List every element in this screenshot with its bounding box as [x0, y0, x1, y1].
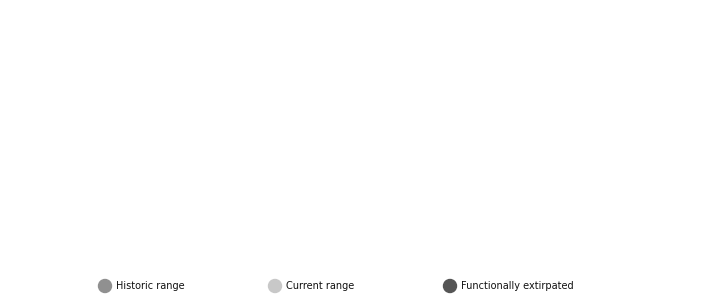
Text: Functionally extirpated: Functionally extirpated	[461, 281, 574, 291]
Circle shape	[269, 280, 282, 293]
Text: Current range: Current range	[286, 281, 354, 291]
Circle shape	[98, 280, 111, 293]
Circle shape	[443, 280, 456, 293]
Text: Historic range: Historic range	[116, 281, 185, 291]
